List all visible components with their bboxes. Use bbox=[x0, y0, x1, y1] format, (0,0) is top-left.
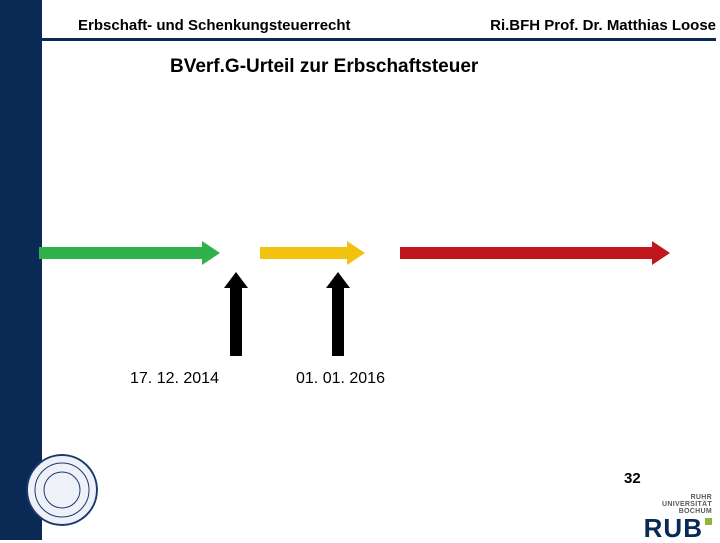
rub-square-icon bbox=[705, 518, 712, 525]
header-rule bbox=[42, 38, 716, 41]
pointer-label-date1: 17. 12. 2014 bbox=[130, 370, 219, 388]
timeline-arrow-green bbox=[39, 247, 202, 259]
pointer-label-date2: 01. 01. 2016 bbox=[296, 370, 385, 388]
timeline-arrowhead-red bbox=[652, 241, 670, 265]
university-seal-icon bbox=[26, 454, 98, 526]
header-left-text: Erbschaft- und Schenkungsteuerrecht bbox=[78, 17, 351, 34]
slide-title: BVerf.G-Urteil zur Erbschaftsteuer bbox=[170, 56, 478, 78]
rub-small-line: RUHR bbox=[644, 494, 712, 501]
timeline-arrow-red bbox=[400, 247, 652, 259]
pointer-head-date1 bbox=[224, 272, 248, 288]
pointer-shaft-date2 bbox=[332, 288, 344, 356]
timeline-arrow-yellow bbox=[260, 247, 347, 259]
header-right-text: Ri.BFH Prof. Dr. Matthias Loose bbox=[490, 17, 716, 34]
pointer-head-date2 bbox=[326, 272, 350, 288]
slide: Erbschaft- und Schenkungsteuerrecht Ri.B… bbox=[0, 0, 720, 540]
left-accent-bar bbox=[0, 0, 42, 540]
page-number: 32 bbox=[624, 470, 641, 487]
rub-logo: RUHRUNIVERSITÄTBOCHUM RUB bbox=[644, 494, 712, 541]
pointer-shaft-date1 bbox=[230, 288, 242, 356]
rub-wordmark: RUB bbox=[644, 515, 703, 541]
rub-small-line: UNIVERSITÄT bbox=[644, 501, 712, 508]
timeline-arrowhead-yellow bbox=[347, 241, 365, 265]
timeline-arrowhead-green bbox=[202, 241, 220, 265]
